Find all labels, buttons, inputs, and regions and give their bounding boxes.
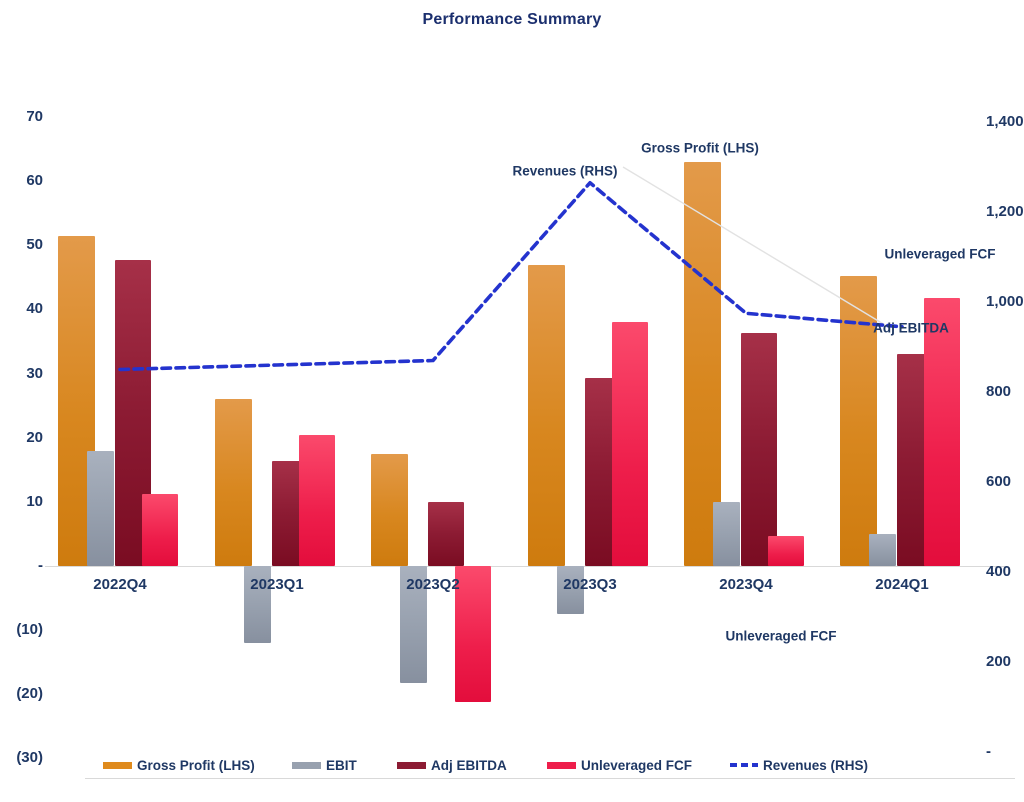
bar-ebit-2023Q3 <box>557 566 584 615</box>
zero-gridline <box>45 566 1005 567</box>
left-axis-tick: 20 <box>26 428 43 446</box>
left-axis-tick: 70 <box>26 108 43 126</box>
annotation-gross-profit-lhs: Gross Profit (LHS) <box>641 140 759 156</box>
category-label: 2023Q4 <box>719 576 773 593</box>
legend-color-swatch <box>397 761 426 769</box>
left-axis-tick: 30 <box>26 364 43 382</box>
bar-unleveraged-fcf-2024Q1 <box>924 297 960 566</box>
category-label: 2023Q3 <box>563 576 617 593</box>
left-axis-tick: 10 <box>26 492 43 510</box>
bar-ebit-2023Q1 <box>244 566 271 643</box>
legend-item-gross-profit-lhs: Gross Profit (LHS) <box>103 756 255 774</box>
legend-label: EBIT <box>326 757 357 773</box>
annotation-revenues-rhs: Revenues (RHS) <box>512 163 618 179</box>
right-axis-tick: 800 <box>986 383 1012 400</box>
bar-gross-profit-lhs-2023Q3 <box>528 264 565 566</box>
left-axis-tick: 50 <box>26 236 43 254</box>
bar-gross-profit-lhs-2024Q1 <box>840 276 877 566</box>
legend-underline <box>85 778 1015 779</box>
legend-item-ebit: EBIT <box>292 756 357 774</box>
bar-unleveraged-fcf-2022Q4 <box>142 494 178 566</box>
legend-label: Revenues (RHS) <box>763 757 869 773</box>
annotation-unleveraged-fcf: Unleveraged FCF <box>725 628 837 644</box>
legend-item-revenues-rhs: Revenues (RHS) <box>730 756 868 774</box>
bar-gross-profit-lhs-2023Q2 <box>371 453 408 566</box>
bar-unleveraged-fcf-2023Q3 <box>612 322 648 566</box>
bar-ebit-2023Q2 <box>400 566 427 683</box>
right-axis-tick: - <box>986 743 991 760</box>
annotation-adj-ebitda: Adj EBITDA <box>873 320 949 336</box>
bar-unleveraged-fcf-2023Q4 <box>768 535 804 566</box>
bar-adj-ebitda-2023Q2 <box>428 501 464 566</box>
legend-color-swatch <box>292 761 321 769</box>
legend-label: Unleveraged FCF <box>581 757 693 773</box>
right-axis-tick: 1,000 <box>986 293 1024 310</box>
annotation-unleveraged-fcf: Unleveraged FCF <box>884 246 996 262</box>
legend: Gross Profit (LHS) EBIT Adj EBITDA Unlevera… <box>0 756 1024 776</box>
left-axis-tick: 40 <box>26 300 43 318</box>
category-label: 2023Q1 <box>250 576 304 593</box>
left-axis-tick: - <box>38 557 43 574</box>
legend-color-swatch <box>547 761 576 769</box>
legend-item-adj-ebitda: Adj EBITDA <box>397 756 507 774</box>
bar-unleveraged-fcf-2023Q1 <box>299 435 335 566</box>
left-axis-tick: (30) <box>16 749 43 767</box>
bar-unleveraged-fcf-2023Q2 <box>455 566 491 702</box>
left-axis-tick: 60 <box>26 172 43 190</box>
bar-adj-ebitda-2023Q4 <box>741 333 777 566</box>
legend-color-swatch <box>103 761 132 769</box>
right-axis-tick: 400 <box>986 563 1012 580</box>
left-axis-tick: (20) <box>16 685 43 703</box>
bar-ebit-2023Q4 <box>713 501 740 566</box>
category-label: 2023Q2 <box>406 576 460 593</box>
legend-dashed-line-swatch <box>730 763 758 767</box>
revenues-line <box>118 181 904 372</box>
legend-label: Adj EBITDA <box>431 757 507 773</box>
bar-gross-profit-lhs-2023Q1 <box>215 399 252 566</box>
legend-label: Gross Profit (LHS) <box>137 757 255 773</box>
category-label: 2024Q1 <box>875 576 929 593</box>
chart-title: Performance Summary <box>422 11 602 28</box>
right-axis-tick: 600 <box>986 473 1012 490</box>
bar-ebit-2022Q4 <box>87 450 114 566</box>
category-label: 2022Q4 <box>93 576 147 593</box>
legend-item-unleveraged-fcf: Unleveraged FCF <box>547 756 692 774</box>
right-axis-tick: 1,200 <box>986 203 1024 220</box>
right-axis-tick: 1,400 <box>986 113 1024 130</box>
bar-ebit-2024Q1 <box>869 533 896 566</box>
right-axis-tick: 200 <box>986 653 1012 670</box>
left-axis-tick: (10) <box>16 621 43 639</box>
